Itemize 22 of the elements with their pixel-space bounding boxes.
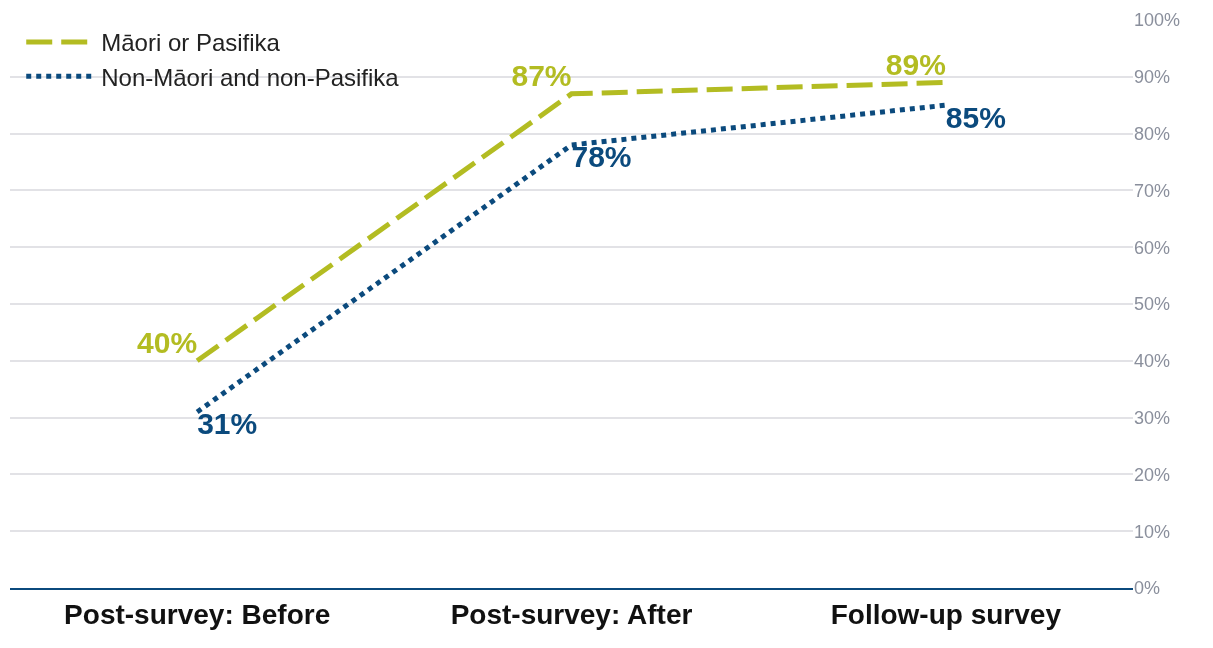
data-label: 85% (945, 100, 1006, 134)
y-tick-label: 90% (1134, 67, 1171, 88)
x-tick-label: Post-survey: After (450, 598, 693, 630)
y-tick-label: 60% (1134, 237, 1171, 258)
y-tick-label: 20% (1134, 464, 1171, 485)
data-label: 31% (197, 407, 258, 441)
legend-label: Māori or Pasifika (101, 29, 281, 57)
y-tick-label: 0% (1134, 578, 1161, 599)
x-tick-label: Post-survey: Before (64, 598, 331, 630)
y-tick-label: 30% (1134, 407, 1171, 428)
data-label: 40% (137, 326, 198, 360)
x-tick-label: Follow-up survey (830, 598, 1062, 630)
y-tick-label: 40% (1134, 351, 1171, 372)
y-tick-label: 50% (1134, 294, 1171, 315)
data-label: 87% (511, 59, 572, 93)
y-tick-label: 70% (1134, 180, 1171, 201)
data-label: 89% (885, 47, 946, 81)
legend-label: Non-Māori and non-Pasifika (101, 63, 400, 91)
y-tick-label: 100% (1134, 10, 1181, 31)
y-tick-label: 80% (1134, 123, 1171, 144)
data-label: 78% (571, 140, 632, 174)
y-tick-label: 10% (1134, 521, 1171, 542)
